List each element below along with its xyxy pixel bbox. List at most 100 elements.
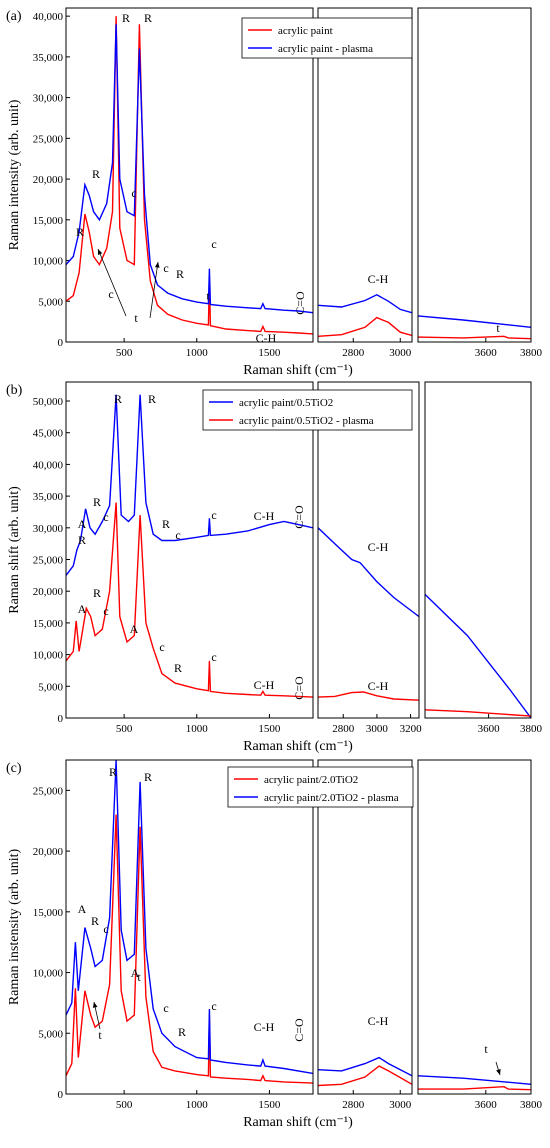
y-tick-label: 35,000 [33,491,64,503]
series-line-1-segment-2 [418,1075,531,1085]
peak-annotation: R [93,495,101,509]
series-line-1-segment-2 [418,315,531,328]
series-line-0-segment-1 [318,527,419,618]
annotation-arrowhead [154,262,160,268]
x-tick-label: 2800 [332,723,355,735]
peak-annotation: c [163,261,168,275]
peak-annotation: R [162,517,170,531]
panel-b: (b) Raman shift (arb. unit) 0 5,000 10,000 15… [6,381,543,754]
peak-annotation: C-H [368,540,389,554]
legend-entry: acrylic paint/2.0TiO2 - plasma [264,792,399,804]
peak-annotation: R [91,914,99,928]
peak-annotation: c [175,528,180,542]
y-tick-label: 25,000 [33,555,64,567]
peak-annotation: C=O [292,1018,306,1042]
panel-label: (c) [6,761,22,776]
y-tick-label: 20,000 [33,586,64,598]
peak-annotation: R [93,586,101,600]
y-tick-label: 30,000 [33,523,64,535]
peak-annotation: C-H [254,1020,275,1034]
peak-annotation: R [122,11,130,25]
peak-annotation: c [108,287,113,301]
x-tick-label: 3600 [475,347,498,359]
plot-frame [417,759,532,1095]
y-axis-label: Raman intensity (arb. unit) [7,99,22,250]
y-tick-label: 5,000 [38,1028,63,1040]
peak-annotation: C-H [368,1014,389,1028]
peak-annotation: t [134,311,138,325]
peak-annotation: c [103,922,108,936]
annotation-arrow [97,248,127,317]
plot-frame [424,381,532,719]
y-tick-label: 10,000 [33,650,64,662]
y-tick-label: 5,000 [38,681,63,693]
x-tick-label: 3800 [520,723,543,735]
peak-annotation: t [496,321,500,335]
peak-annotation: R [178,1025,186,1039]
x-axis-label: Raman shift (cm⁻¹) [243,1115,353,1130]
panel-label: (b) [6,383,23,398]
peak-annotation: c [159,640,164,654]
x-tick-label: 2800 [342,347,365,359]
y-tick-label: 15,000 [33,215,64,227]
peak-annotation: R [144,11,152,25]
peak-annotation: c [103,604,108,618]
peak-annotation: A [78,602,87,616]
x-tick-label: 1500 [258,347,281,359]
annotation-arrowhead [496,1069,501,1075]
y-tick-label: 0 [58,713,64,725]
x-tick-label: 500 [116,347,133,359]
plot-frame [317,759,413,1095]
series-line-0-segment-2 [418,1085,531,1091]
x-tick-label: 3800 [520,347,543,359]
y-tick-label: 15,000 [33,907,64,919]
peak-annotation: A [78,517,87,531]
peak-annotation: c [103,510,108,524]
panel-label: (a) [6,9,22,24]
series-line-0-segment-0 [66,394,313,576]
peak-annotation: C=O [293,291,307,315]
series-line-0-segment-0 [66,16,313,335]
peak-annotation: C-H [368,272,389,286]
y-tick-label: 10,000 [33,968,64,980]
y-tick-label: 0 [58,337,64,349]
y-tick-label: 5,000 [38,296,63,308]
series-line-0-segment-1 [318,1065,412,1087]
peak-annotation: R [109,765,117,779]
x-axis-label: Raman shift (cm⁻¹) [243,363,353,378]
x-tick-label: 500 [116,1099,133,1111]
x-tick-label: 3000 [389,1099,412,1111]
y-tick-label: 25,000 [33,785,64,797]
series-line-0-segment-2 [418,335,531,340]
peak-annotation: c [211,237,216,251]
peak-annotation: t [484,1042,488,1056]
y-tick-label: 20,000 [33,174,64,186]
peak-annotation: C-H [368,679,389,693]
y-axis-label: Raman shift (arb. unit) [7,486,22,614]
plot-frame [65,381,314,719]
x-tick-label: 1000 [186,1099,209,1111]
x-tick-label: 3600 [478,723,501,735]
y-tick-label: 50,000 [33,396,64,408]
plot-frame [317,381,420,719]
series-line-1-segment-1 [318,1056,412,1077]
legend-entry: acrylic paint [278,25,333,37]
x-tick-label: 3000 [389,347,412,359]
peak-annotation: A [131,966,140,980]
x-axis-label: Raman shift (cm⁻¹) [243,739,353,754]
plot-frame [317,7,413,343]
peak-annotation: C-H [254,509,275,523]
legend-entry: acrylic paint/0.5TiO2 [239,397,333,409]
x-tick-label: 3600 [475,1099,498,1111]
peak-annotation: R [78,533,86,547]
series-line-1-segment-0 [66,760,313,1075]
y-tick-label: 35,000 [33,52,64,64]
legend-entry: acrylic paint/2.0TiO2 [264,774,358,786]
series-line-1-segment-2 [425,709,531,717]
peak-annotation: t [206,289,210,303]
peak-annotation: R [114,392,122,406]
annotation-arrow [149,261,159,319]
peak-annotation: c [131,186,136,200]
y-axis-label: Raman instensity (arb. unit) [7,849,22,1006]
